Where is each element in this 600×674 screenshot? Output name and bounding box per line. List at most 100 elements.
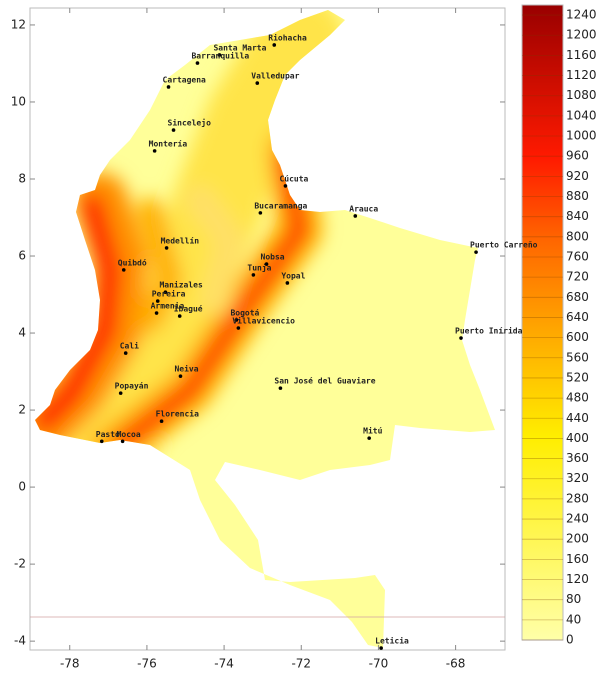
colorbar-tick-label: 400 xyxy=(566,431,589,445)
colorbar-tick-label: 840 xyxy=(566,209,589,223)
city-marker xyxy=(163,290,168,295)
colorbar-tick-label: 1200 xyxy=(566,28,597,42)
colorbar-tick-label: 1240 xyxy=(566,8,597,22)
city-marker xyxy=(236,326,241,330)
y-tick-label: 10 xyxy=(11,94,26,108)
city: Armenia xyxy=(151,301,185,311)
city-marker xyxy=(283,184,288,188)
colorbar-tick-label: 1160 xyxy=(566,48,597,62)
city-marker xyxy=(121,268,126,272)
y-tick-label: 4 xyxy=(18,326,26,340)
colorbar-tick-label: 240 xyxy=(566,512,589,526)
city-marker xyxy=(118,391,123,395)
x-tick-label: -70 xyxy=(369,657,389,671)
colorbar-tick-label: 800 xyxy=(566,229,589,243)
colorbar-tick-label: 560 xyxy=(566,350,589,364)
city: Cali xyxy=(120,341,139,351)
colorbar-tick-label: 280 xyxy=(566,491,589,505)
city-marker xyxy=(278,386,283,390)
city-marker xyxy=(120,439,125,444)
y-tick-label: 2 xyxy=(18,403,26,417)
city-marker xyxy=(285,281,290,285)
city: Yopal xyxy=(281,271,305,280)
city-marker xyxy=(379,646,383,650)
colorbar-tick-label: 480 xyxy=(566,391,589,405)
city: Medellín xyxy=(161,236,200,245)
city-marker xyxy=(152,149,157,153)
city-marker xyxy=(178,374,183,378)
colorbar-tick-label: 640 xyxy=(566,310,589,324)
city: Bogotá xyxy=(230,308,259,317)
city: Popayán xyxy=(115,382,149,391)
city: Arauca xyxy=(349,204,378,213)
x-tick-label: -76 xyxy=(137,657,157,671)
colorbar-tick-label: 1120 xyxy=(566,68,597,82)
y-tick-label: -2 xyxy=(14,557,26,571)
city-marker xyxy=(195,61,200,65)
colorbar-tick-label: 960 xyxy=(566,149,589,163)
x-tick-label: -68 xyxy=(446,657,466,671)
x-tick-label: -74 xyxy=(214,657,234,671)
colorbar-tick-label: 1080 xyxy=(566,88,597,102)
colorbar-tick-label: 880 xyxy=(566,189,589,203)
city: Mocoa xyxy=(117,430,141,439)
city: Barranquilla xyxy=(191,51,249,61)
city-marker xyxy=(459,336,463,340)
city-marker xyxy=(251,273,256,277)
city-marker xyxy=(177,314,182,318)
city: Bucaramanga xyxy=(254,201,307,210)
colorbar-tick-label: 160 xyxy=(566,552,589,566)
city: San José del Guaviare xyxy=(274,376,375,386)
x-tick-label: -78 xyxy=(60,657,80,671)
city: Pereira xyxy=(152,289,186,299)
city: Sincelejo xyxy=(168,118,212,128)
y-tick-label: -4 xyxy=(14,634,26,648)
colorbar-tick-label: 120 xyxy=(566,572,589,586)
city-marker xyxy=(164,246,169,250)
city: Ibagué xyxy=(174,304,203,314)
city-marker xyxy=(155,299,160,303)
city-marker xyxy=(353,214,358,218)
city-marker xyxy=(474,250,478,254)
colorbar-tick-label: 0 xyxy=(566,633,574,647)
city: Cartagena xyxy=(163,75,207,84)
colorbar-tick-label: 320 xyxy=(566,471,589,485)
colorbar-tick-label: 360 xyxy=(566,451,589,465)
colorbar xyxy=(521,4,564,641)
city-marker xyxy=(272,43,277,47)
city-marker xyxy=(99,439,104,444)
colorbar-tick-label: 520 xyxy=(566,370,589,384)
city-marker xyxy=(264,262,269,266)
city: Villavicencio xyxy=(232,316,295,326)
city: Neiva xyxy=(174,364,198,374)
city: Manizales xyxy=(159,280,203,290)
city: Mitú xyxy=(363,426,382,436)
city: Montería xyxy=(149,139,188,148)
city: Quibdó xyxy=(118,257,147,267)
city: Tunja xyxy=(247,262,271,272)
city: Riohacha xyxy=(268,32,307,42)
city: Puerto Inírida xyxy=(455,326,523,336)
city-marker xyxy=(258,211,263,215)
colorbar-tick-label: 760 xyxy=(566,249,589,263)
y-tick-label: 12 xyxy=(11,17,26,31)
colorbar-tick-label: 600 xyxy=(566,330,589,344)
city: Puerto Carreño xyxy=(470,241,538,250)
colorbar-tick-label: 680 xyxy=(566,290,589,304)
colorbar-tick-label: 1000 xyxy=(566,129,597,143)
city-marker xyxy=(367,436,371,440)
city-marker xyxy=(171,128,176,132)
city-marker xyxy=(217,53,222,57)
y-tick-label: 8 xyxy=(18,171,26,185)
y-tick-label: 6 xyxy=(18,249,26,263)
city: Valledupar xyxy=(251,72,299,81)
city-marker xyxy=(166,85,171,89)
city-marker xyxy=(234,318,239,322)
city: Pasto xyxy=(96,430,120,439)
city-marker xyxy=(159,419,164,424)
city: Leticia xyxy=(375,636,409,646)
colorbar-tick-label: 200 xyxy=(566,532,589,546)
y-tick-label: 0 xyxy=(18,480,26,494)
city-marker xyxy=(255,81,260,85)
